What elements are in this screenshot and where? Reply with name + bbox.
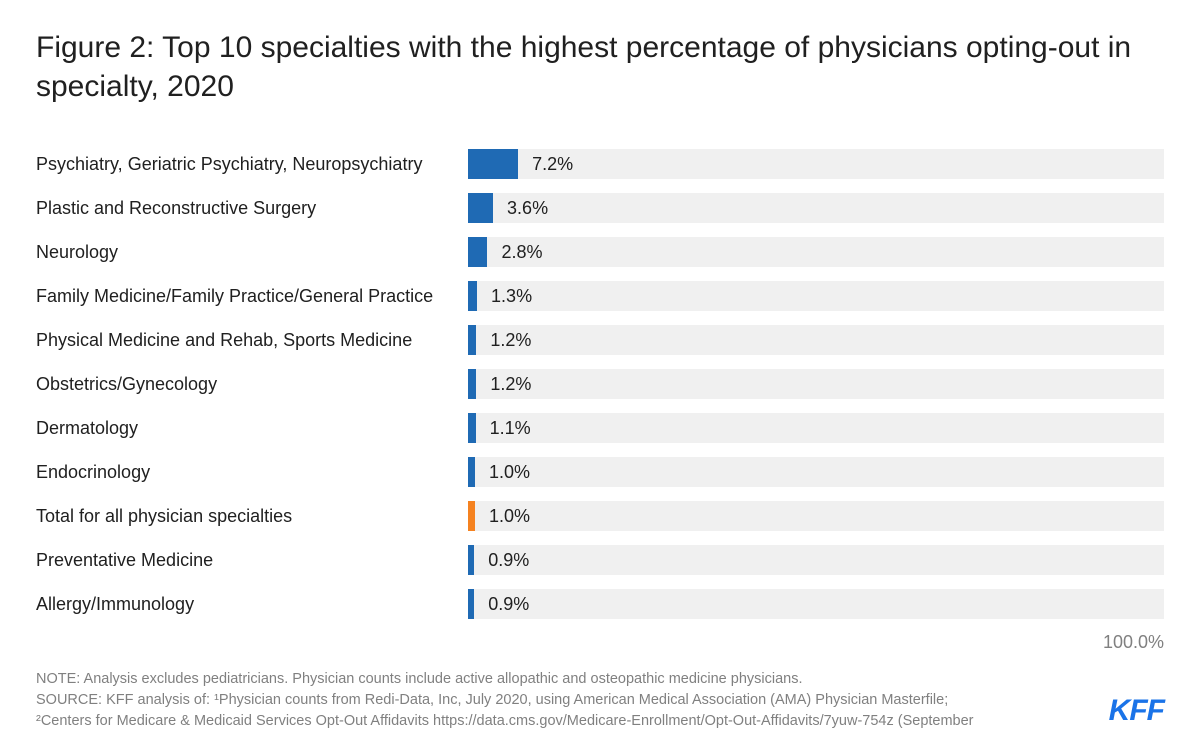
- row-label: Allergy/Immunology: [36, 594, 468, 615]
- row-label: Physical Medicine and Rehab, Sports Medi…: [36, 330, 468, 351]
- bar-track: 1.0%: [468, 501, 1164, 531]
- bar: [468, 237, 487, 267]
- footnote-note: NOTE: Analysis excludes pediatricians. P…: [36, 669, 1164, 690]
- row-label: Family Medicine/Family Practice/General …: [36, 286, 468, 307]
- chart-row: Endocrinology 1.0%: [36, 450, 1164, 494]
- bar-track: 7.2%: [468, 149, 1164, 179]
- bar-value-label: 1.0%: [489, 506, 530, 527]
- chart-row: Preventative Medicine 0.9%: [36, 538, 1164, 582]
- bar: [468, 193, 493, 223]
- bar: [468, 501, 475, 531]
- row-label: Endocrinology: [36, 462, 468, 483]
- chart-row: Physical Medicine and Rehab, Sports Medi…: [36, 318, 1164, 362]
- chart-row: Plastic and Reconstructive Surgery 3.6%: [36, 186, 1164, 230]
- bar-track: 1.1%: [468, 413, 1164, 443]
- bar: [468, 325, 476, 355]
- chart-area: Psychiatry, Geriatric Psychiatry, Neurop…: [36, 142, 1164, 626]
- bar: [468, 149, 518, 179]
- bar-value-label: 7.2%: [532, 154, 573, 175]
- chart-footer: NOTE: Analysis excludes pediatricians. P…: [36, 669, 1164, 732]
- footnote-source-1: SOURCE: KFF analysis of: ¹Physician coun…: [36, 690, 1164, 711]
- bar-track: 3.6%: [468, 193, 1164, 223]
- row-label: Plastic and Reconstructive Surgery: [36, 198, 468, 219]
- bar-track: 2.8%: [468, 237, 1164, 267]
- row-label: Obstetrics/Gynecology: [36, 374, 468, 395]
- chart-row: Family Medicine/Family Practice/General …: [36, 274, 1164, 318]
- bar-value-label: 1.2%: [490, 374, 531, 395]
- row-label: Preventative Medicine: [36, 550, 468, 571]
- chart-row: Psychiatry, Geriatric Psychiatry, Neurop…: [36, 142, 1164, 186]
- footnotes: NOTE: Analysis excludes pediatricians. P…: [36, 669, 1164, 732]
- bar-value-label: 1.0%: [489, 462, 530, 483]
- bar-value-label: 1.2%: [490, 330, 531, 351]
- bar-track: 1.0%: [468, 457, 1164, 487]
- bar-value-label: 0.9%: [488, 594, 529, 615]
- bar-track: 1.2%: [468, 369, 1164, 399]
- kff-logo: KFF: [1109, 694, 1164, 728]
- bar-track: 1.2%: [468, 325, 1164, 355]
- chart-row: Allergy/Immunology 0.9%: [36, 582, 1164, 626]
- chart-title: Figure 2: Top 10 specialties with the hi…: [36, 28, 1164, 106]
- bar-track: 0.9%: [468, 545, 1164, 575]
- row-label: Dermatology: [36, 418, 468, 439]
- chart-row: Obstetrics/Gynecology 1.2%: [36, 362, 1164, 406]
- footnote-source-2: ²Centers for Medicare & Medicaid Service…: [36, 711, 1164, 732]
- row-label: Neurology: [36, 242, 468, 263]
- bar-track: 0.9%: [468, 589, 1164, 619]
- row-label: Total for all physician specialties: [36, 506, 468, 527]
- x-axis-max-label: 100.0%: [1103, 632, 1164, 653]
- bar: [468, 413, 476, 443]
- bar-track: 1.3%: [468, 281, 1164, 311]
- bar: [468, 281, 477, 311]
- bar: [468, 369, 476, 399]
- row-label: Psychiatry, Geriatric Psychiatry, Neurop…: [36, 154, 468, 175]
- bar-value-label: 1.1%: [490, 418, 531, 439]
- chart-row: Total for all physician specialties 1.0%: [36, 494, 1164, 538]
- bar-value-label: 3.6%: [507, 198, 548, 219]
- bar: [468, 457, 475, 487]
- bar-value-label: 0.9%: [488, 550, 529, 571]
- chart-row: Neurology 2.8%: [36, 230, 1164, 274]
- bar-value-label: 2.8%: [501, 242, 542, 263]
- bar-value-label: 1.3%: [491, 286, 532, 307]
- bar: [468, 545, 474, 575]
- bar: [468, 589, 474, 619]
- chart-row: Dermatology 1.1%: [36, 406, 1164, 450]
